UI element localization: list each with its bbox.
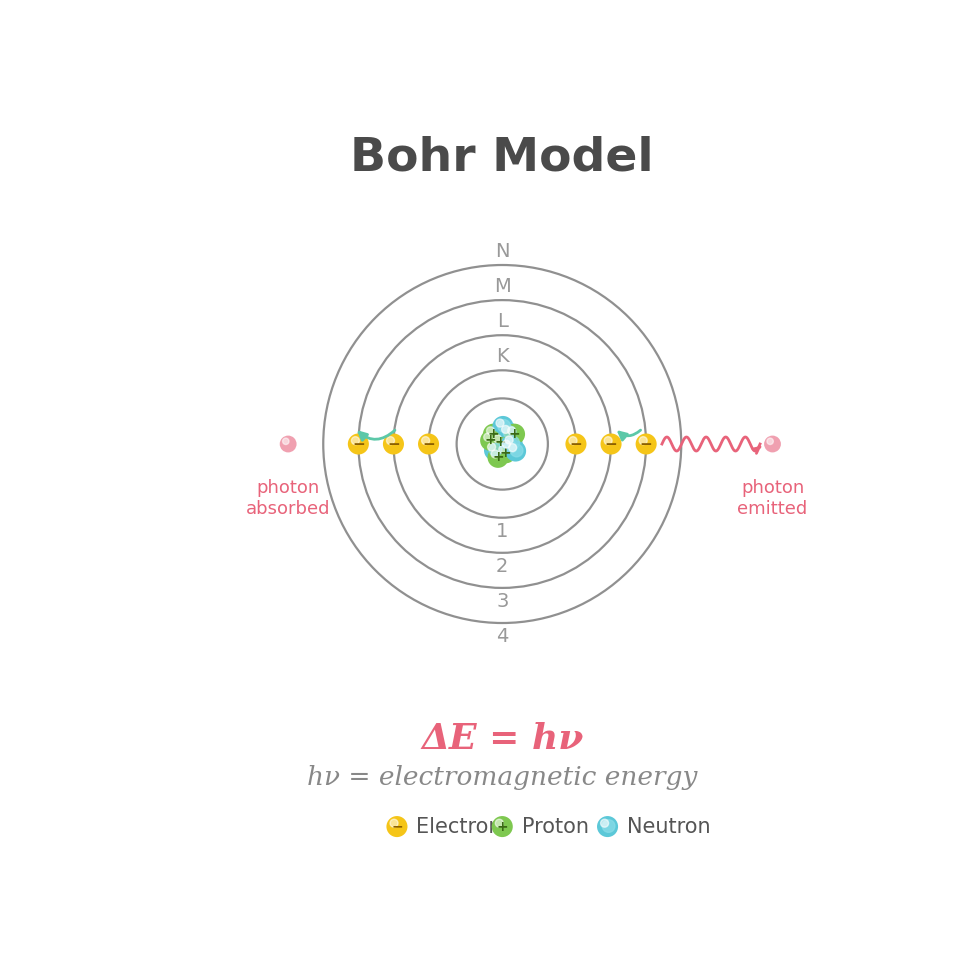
Text: ΔE = hν: ΔE = hν bbox=[421, 722, 583, 756]
Text: +: + bbox=[488, 427, 499, 441]
Circle shape bbox=[603, 819, 614, 832]
Circle shape bbox=[509, 444, 516, 452]
Circle shape bbox=[492, 816, 513, 837]
Circle shape bbox=[491, 450, 499, 458]
Text: +: + bbox=[485, 433, 497, 448]
Text: +: + bbox=[497, 819, 508, 834]
Circle shape bbox=[604, 437, 612, 445]
Circle shape bbox=[492, 416, 514, 437]
Text: K: K bbox=[496, 347, 509, 367]
Circle shape bbox=[480, 430, 501, 451]
Text: −: − bbox=[352, 436, 365, 452]
Text: 2: 2 bbox=[496, 557, 509, 576]
FancyArrowPatch shape bbox=[619, 430, 641, 440]
Circle shape bbox=[504, 441, 516, 454]
Text: Bohr Model: Bohr Model bbox=[351, 135, 654, 180]
Text: −: − bbox=[569, 436, 582, 452]
Circle shape bbox=[421, 437, 429, 445]
Circle shape bbox=[503, 440, 511, 448]
Circle shape bbox=[495, 442, 516, 464]
Text: −: − bbox=[640, 436, 653, 452]
Text: 4: 4 bbox=[496, 627, 509, 646]
Circle shape bbox=[569, 437, 577, 445]
Circle shape bbox=[486, 427, 495, 435]
Circle shape bbox=[767, 438, 773, 445]
Circle shape bbox=[504, 423, 525, 445]
Circle shape bbox=[498, 419, 511, 432]
Text: +: + bbox=[509, 427, 520, 441]
FancyArrowPatch shape bbox=[359, 430, 395, 440]
Circle shape bbox=[488, 443, 496, 451]
Circle shape bbox=[597, 816, 618, 837]
Circle shape bbox=[483, 423, 504, 445]
Text: Neutron: Neutron bbox=[627, 816, 710, 837]
Text: +: + bbox=[500, 446, 512, 460]
Circle shape bbox=[639, 437, 647, 445]
Text: Proton: Proton bbox=[521, 816, 589, 837]
Text: photon
absorbed: photon absorbed bbox=[246, 479, 330, 517]
Circle shape bbox=[348, 433, 368, 455]
Text: N: N bbox=[495, 242, 510, 261]
Circle shape bbox=[418, 433, 439, 455]
Circle shape bbox=[282, 438, 289, 445]
Text: Electron: Electron bbox=[416, 816, 502, 837]
Circle shape bbox=[505, 440, 526, 462]
Circle shape bbox=[352, 437, 360, 445]
Text: −: − bbox=[605, 436, 617, 452]
Text: −: − bbox=[387, 436, 400, 452]
Circle shape bbox=[498, 422, 519, 443]
Text: −: − bbox=[391, 819, 403, 834]
Text: L: L bbox=[497, 312, 508, 331]
Text: 1: 1 bbox=[496, 522, 509, 541]
Circle shape bbox=[490, 432, 511, 453]
Text: M: M bbox=[494, 277, 511, 296]
Circle shape bbox=[495, 819, 504, 827]
Circle shape bbox=[565, 433, 586, 455]
Circle shape bbox=[487, 447, 509, 467]
Circle shape bbox=[390, 819, 398, 827]
Circle shape bbox=[504, 426, 515, 439]
Text: +: + bbox=[492, 451, 504, 465]
Circle shape bbox=[507, 436, 519, 449]
Circle shape bbox=[484, 433, 492, 441]
Circle shape bbox=[764, 435, 781, 453]
Circle shape bbox=[494, 435, 502, 443]
Text: +: + bbox=[495, 435, 507, 449]
Circle shape bbox=[489, 444, 502, 456]
Circle shape bbox=[508, 427, 515, 435]
Circle shape bbox=[636, 433, 657, 455]
Circle shape bbox=[502, 425, 510, 433]
Circle shape bbox=[484, 440, 505, 461]
Circle shape bbox=[499, 437, 519, 458]
Circle shape bbox=[386, 437, 395, 445]
Circle shape bbox=[386, 816, 408, 837]
Circle shape bbox=[383, 433, 404, 455]
Circle shape bbox=[499, 446, 507, 454]
Circle shape bbox=[496, 419, 504, 427]
Text: 3: 3 bbox=[496, 592, 509, 612]
Circle shape bbox=[601, 433, 621, 455]
Text: photon
emitted: photon emitted bbox=[737, 479, 808, 517]
Circle shape bbox=[601, 819, 609, 827]
Text: hν = electromagnetic energy: hν = electromagnetic energy bbox=[307, 765, 698, 790]
Circle shape bbox=[511, 444, 523, 457]
Text: −: − bbox=[422, 436, 435, 452]
Circle shape bbox=[505, 436, 514, 444]
Circle shape bbox=[502, 433, 522, 454]
Circle shape bbox=[279, 435, 297, 453]
